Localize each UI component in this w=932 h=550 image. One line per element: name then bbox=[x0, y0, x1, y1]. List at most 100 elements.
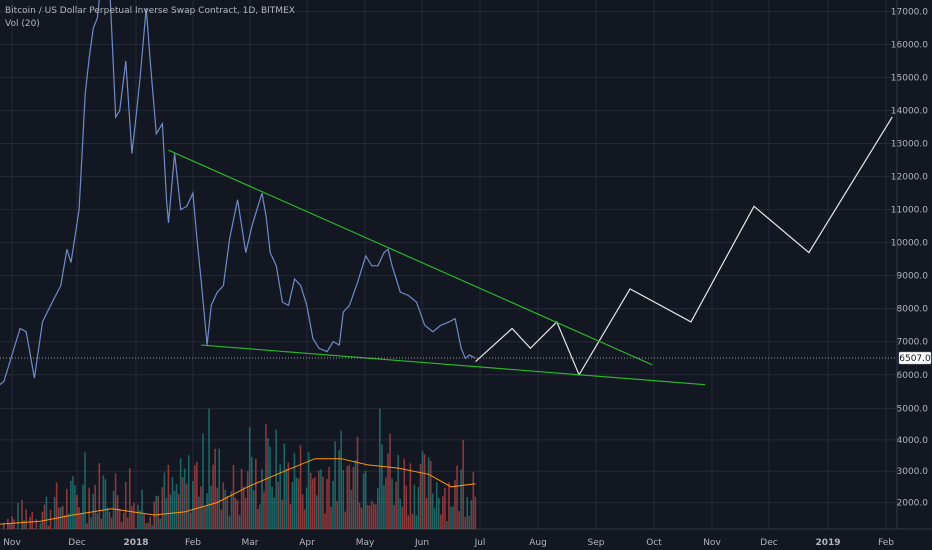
volume-bar bbox=[448, 482, 450, 529]
volume-bar bbox=[389, 433, 391, 529]
volume-bar bbox=[393, 505, 395, 529]
volume-bar bbox=[387, 453, 389, 529]
volume-bar bbox=[318, 470, 320, 529]
volume-bar bbox=[141, 489, 143, 529]
volume-bar bbox=[59, 507, 62, 529]
volume-indicator-label: Vol (20) bbox=[5, 19, 40, 29]
volume-bar bbox=[96, 513, 99, 529]
volume-bar bbox=[133, 502, 135, 529]
x-tick-label: Feb bbox=[185, 538, 201, 548]
volume-bar bbox=[429, 460, 432, 529]
price-tick-label: 8000.0 bbox=[897, 305, 929, 315]
volume-bar bbox=[108, 511, 111, 529]
volume-bar bbox=[236, 500, 239, 529]
volume-bar bbox=[139, 510, 141, 529]
volume-bar bbox=[267, 438, 269, 529]
volume-bar bbox=[220, 509, 223, 529]
volume-bar bbox=[348, 464, 351, 529]
volume-bar bbox=[35, 519, 38, 529]
volume-bar bbox=[43, 504, 46, 529]
volume-bar bbox=[33, 528, 36, 529]
volume-bar bbox=[131, 506, 133, 529]
volume-bar bbox=[238, 515, 241, 529]
volume-bar bbox=[446, 521, 448, 529]
volume-bar bbox=[124, 481, 127, 529]
volume-bar bbox=[159, 518, 162, 529]
x-tick-label: Dec bbox=[760, 538, 777, 548]
volume-bar bbox=[29, 516, 31, 529]
volume-bar bbox=[460, 469, 462, 529]
price-line bbox=[0, 0, 476, 386]
volume-bar bbox=[120, 521, 123, 529]
volume-bar bbox=[248, 427, 251, 529]
volume-bar bbox=[356, 436, 359, 529]
volume-bar bbox=[171, 477, 174, 529]
volume-bar bbox=[309, 472, 312, 529]
volume-bar bbox=[68, 513, 70, 529]
x-tick-label: Jul bbox=[474, 538, 486, 548]
volume-bar bbox=[340, 430, 343, 529]
volume-bar bbox=[246, 470, 249, 529]
volume-bar bbox=[338, 449, 340, 529]
volume-bar bbox=[244, 497, 247, 529]
volume-bar bbox=[417, 486, 420, 529]
volume-bar bbox=[129, 468, 131, 529]
trendline-upper bbox=[168, 149, 653, 366]
volume-bar bbox=[397, 454, 399, 529]
volume-bar bbox=[206, 493, 208, 529]
volume-bar bbox=[470, 500, 473, 529]
volume-bar bbox=[431, 493, 434, 529]
volume-bar bbox=[269, 446, 271, 529]
volume-bar bbox=[47, 525, 50, 529]
volume-bar bbox=[212, 464, 214, 529]
volume-bar bbox=[419, 463, 422, 529]
volume-bar bbox=[167, 464, 170, 529]
volume-bar bbox=[78, 507, 80, 529]
volume-bar bbox=[281, 499, 284, 529]
volume-bar bbox=[279, 464, 282, 529]
volume-bar bbox=[328, 466, 330, 529]
volume-bar bbox=[250, 456, 253, 529]
volume-bar bbox=[413, 484, 416, 529]
volume-bar bbox=[381, 444, 383, 529]
volume-bar bbox=[114, 473, 117, 529]
volume-tick-label: 4000.0 bbox=[897, 436, 929, 446]
volume-bar bbox=[368, 505, 371, 529]
volume-bar bbox=[25, 509, 27, 529]
volume-bar bbox=[297, 478, 300, 529]
volume-bar bbox=[98, 463, 101, 529]
volume-bar bbox=[462, 439, 464, 529]
volume-bar bbox=[423, 454, 426, 529]
volume-bar bbox=[116, 495, 119, 529]
volume-bar bbox=[222, 482, 225, 529]
x-tick-label: Mar bbox=[242, 538, 259, 548]
volume-bar bbox=[255, 458, 257, 529]
volume-bar bbox=[198, 496, 200, 529]
volume-bar bbox=[63, 514, 66, 529]
x-tick-label: Oct bbox=[646, 538, 662, 548]
volume-bar bbox=[122, 512, 125, 529]
volume-bar bbox=[311, 478, 314, 529]
volume-bar bbox=[9, 523, 11, 529]
x-tick-label: May bbox=[356, 538, 375, 548]
volume-bar bbox=[385, 477, 387, 529]
volume-bar bbox=[234, 497, 237, 529]
volume-bar bbox=[332, 480, 334, 529]
volume-bar bbox=[421, 450, 424, 529]
x-tick-label: 2019 bbox=[815, 538, 840, 548]
volume-bar bbox=[377, 488, 379, 529]
volume-bar bbox=[374, 504, 377, 529]
x-tick-label: Sep bbox=[588, 538, 605, 548]
projection-path bbox=[475, 116, 893, 377]
volume-bar bbox=[299, 445, 302, 529]
x-tick-label: Jun bbox=[414, 538, 429, 548]
volume-bar bbox=[149, 516, 151, 529]
volume-bar bbox=[194, 465, 196, 529]
volume-bar bbox=[344, 511, 347, 529]
volume-bar bbox=[326, 479, 328, 529]
price-tick-label: 6000.0 bbox=[897, 371, 929, 381]
volume-bar bbox=[405, 485, 408, 529]
volume-bar bbox=[261, 469, 263, 529]
